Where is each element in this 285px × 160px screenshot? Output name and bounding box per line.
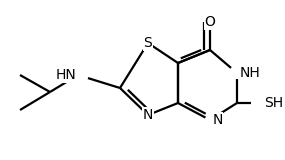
Text: HN: HN <box>56 68 76 82</box>
Text: NH: NH <box>239 66 260 80</box>
Text: O: O <box>205 15 215 29</box>
Text: N: N <box>143 108 153 122</box>
Text: S: S <box>144 36 152 50</box>
Text: SH: SH <box>264 96 283 110</box>
Text: N: N <box>212 113 223 127</box>
